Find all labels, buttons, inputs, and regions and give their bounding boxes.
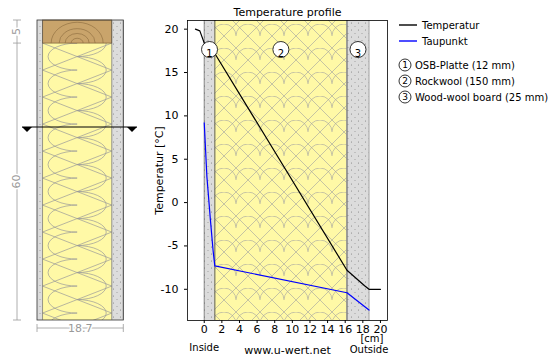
svg-text:15: 15	[165, 66, 179, 79]
svg-text:5: 5	[11, 28, 24, 35]
svg-text:12: 12	[303, 323, 317, 336]
svg-text:-10: -10	[161, 283, 179, 296]
svg-text:1: 1	[206, 48, 212, 59]
svg-text:3: 3	[355, 48, 361, 59]
svg-text:4: 4	[236, 323, 243, 336]
svg-text:Temperature profile: Temperature profile	[233, 6, 342, 19]
svg-text:-5: -5	[168, 239, 179, 252]
svg-text:10: 10	[165, 109, 179, 122]
svg-text:18.7: 18.7	[68, 322, 93, 335]
svg-text:Outside: Outside	[350, 344, 389, 355]
svg-text:Inside: Inside	[189, 342, 219, 353]
svg-text:60: 60	[11, 175, 24, 189]
svg-text:2: 2	[278, 48, 284, 59]
svg-text:[cm]: [cm]	[360, 333, 383, 344]
svg-text:Temperatur [°C]: Temperatur [°C]	[153, 126, 166, 215]
svg-text:0: 0	[172, 196, 179, 209]
svg-text:5: 5	[172, 153, 179, 166]
svg-text:14: 14	[321, 323, 335, 336]
svg-text:0: 0	[201, 323, 208, 336]
svg-text:3: 3	[402, 92, 408, 102]
svg-text:6: 6	[254, 323, 261, 336]
svg-text:20: 20	[165, 23, 179, 36]
svg-text:8: 8	[271, 323, 278, 336]
svg-text:2: 2	[402, 76, 408, 86]
svg-text:1: 1	[402, 60, 408, 70]
svg-text:www.u-wert.net: www.u-wert.net	[244, 344, 331, 357]
svg-text:16: 16	[338, 323, 352, 336]
svg-text:2: 2	[218, 323, 225, 336]
svg-text:10: 10	[285, 323, 299, 336]
